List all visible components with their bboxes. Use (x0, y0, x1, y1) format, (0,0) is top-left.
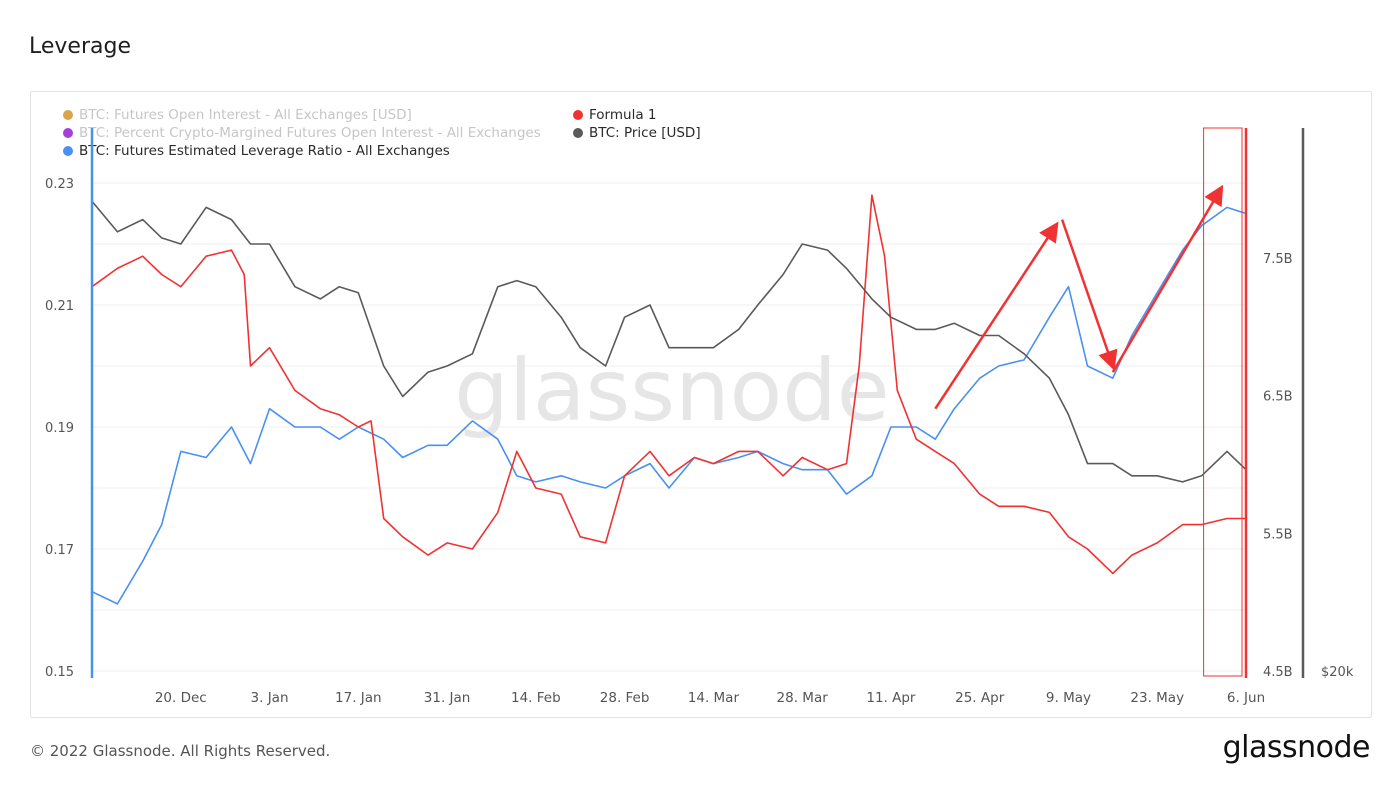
legend-item-formula-1[interactable]: Formula 1 (573, 106, 656, 124)
y-left-tick-label: 0.19 (45, 421, 74, 436)
legend-item-btc-price[interactable]: BTC: Price [USD] (573, 124, 701, 142)
copyright-text: © 2022 Glassnode. All Rights Reserved. (30, 742, 331, 760)
y-far-right-tick-label: $20k (1321, 665, 1354, 680)
y-left-tick-label: 0.17 (45, 543, 74, 558)
series-line-0 (91, 206, 1247, 605)
annotations (934, 127, 1243, 677)
legend-item-percent-crypto-margined[interactable]: BTC: Percent Crypto-Margined Futures Ope… (63, 124, 541, 142)
page-title: Leverage (29, 34, 131, 59)
grid (92, 182, 1246, 672)
y-right-tick-label: 6.5B (1263, 390, 1293, 405)
y-left-tick-label: 0.21 (45, 299, 74, 314)
y-left-tick-label: 0.23 (45, 177, 74, 192)
watermark-text: glassnode (454, 341, 889, 441)
x-tick-label: 28. Feb (600, 690, 650, 706)
series-line-1 (91, 194, 1246, 575)
chart-card: BTC: Futures Open Interest - All Exchang… (30, 91, 1372, 718)
legend-item-leverage-ratio[interactable]: BTC: Futures Estimated Leverage Ratio - … (63, 142, 450, 160)
y-right-tick-label: 7.5B (1263, 252, 1293, 267)
legend-label: BTC: Price [USD] (589, 125, 701, 141)
axis-layer: 0.23 0.21 0.19 0.17 0.15 7.5B 6.5B 5.5B 4.5B $20k… (45, 128, 1354, 706)
y-left-tick-label: 0.15 (45, 665, 74, 680)
glassnode-logo: glassnode (1222, 730, 1371, 765)
y-right-tick-label: 4.5B (1263, 665, 1293, 680)
x-tick-label: 14. Mar (688, 690, 740, 706)
x-tick-label: 25. Apr (955, 690, 1005, 706)
x-tick-label: 20. Dec (155, 690, 207, 706)
x-tick-label: 14. Feb (511, 690, 561, 706)
legend-dot-icon (573, 128, 583, 138)
x-tick-label: 3. Jan (251, 690, 289, 706)
legend-dot-icon (573, 110, 583, 120)
trend-arrow (1111, 184, 1224, 373)
x-tick-label: 11. Apr (866, 690, 916, 706)
trend-arrow (1060, 219, 1118, 371)
legend-dot-icon (63, 146, 73, 156)
trend-arrow (934, 221, 1059, 410)
x-tick-label: 17. Jan (335, 690, 382, 706)
legend-label: Formula 1 (589, 107, 657, 123)
x-tick-label: 31. Jan (424, 690, 471, 706)
legend-dot-icon (63, 128, 73, 138)
highlight-box (1203, 127, 1243, 677)
legend-label: BTC: Futures Open Interest - All Exchang… (79, 107, 412, 123)
legend-item-open-interest[interactable]: BTC: Futures Open Interest - All Exchang… (63, 106, 412, 124)
series-line-2 (91, 200, 1247, 483)
legend-dot-icon (63, 110, 73, 120)
x-tick-label: 23. May (1130, 690, 1184, 706)
series-layer (91, 194, 1247, 605)
x-tick-label: 6. Jun (1227, 690, 1265, 706)
legend-label: BTC: Percent Crypto-Margined Futures Ope… (79, 125, 541, 141)
legend-label: BTC: Futures Estimated Leverage Ratio - … (79, 143, 450, 159)
x-tick-label: 9. May (1046, 690, 1091, 706)
x-tick-label: 28. Mar (777, 690, 829, 706)
y-right-tick-label: 5.5B (1263, 527, 1293, 542)
